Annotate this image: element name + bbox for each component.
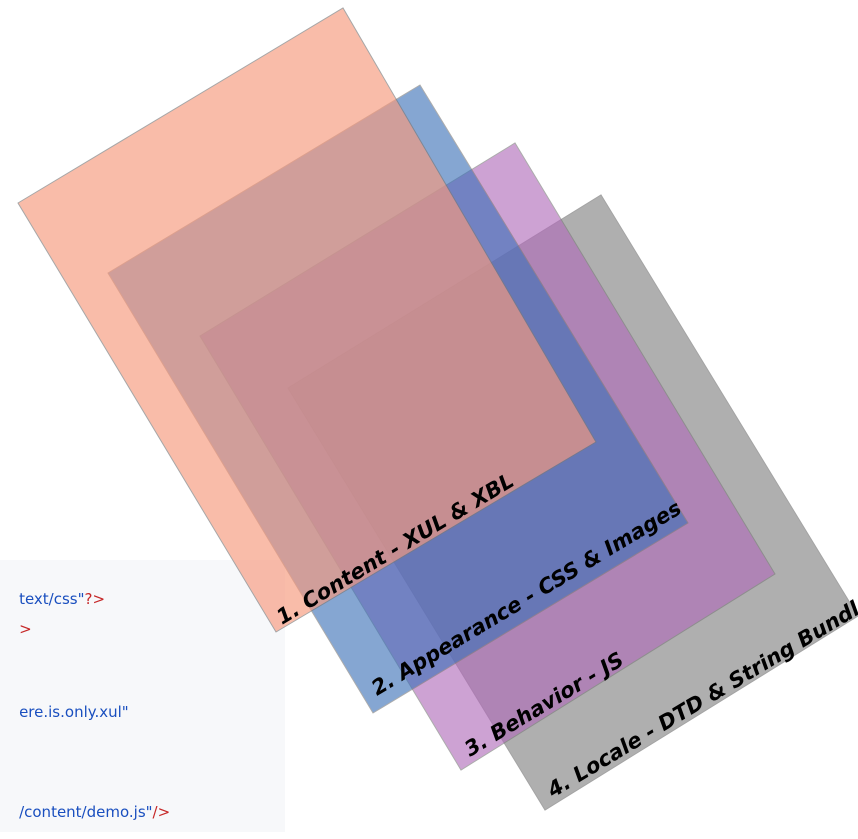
code-punctuation: ?> — [84, 590, 106, 608]
code-punctuation: /> — [152, 803, 171, 821]
xul-code-snippet: text/css"?> > ere.is.only.xul" /content/… — [0, 560, 285, 832]
layer-content-sheet — [17, 7, 597, 633]
code-value: text/css" — [19, 590, 85, 608]
code-line-stylesheet: text/css"?> — [0, 572, 105, 626]
code-value: ere.is.only.xul" — [19, 703, 129, 721]
code-line-tag-close: > — [0, 602, 32, 656]
code-value: /content/demo.js" — [19, 803, 153, 821]
code-line-namespace: ere.is.only.xul" — [0, 685, 129, 739]
code-punctuation: > — [19, 620, 32, 638]
code-line-script: /content/demo.js"/> — [0, 785, 170, 839]
